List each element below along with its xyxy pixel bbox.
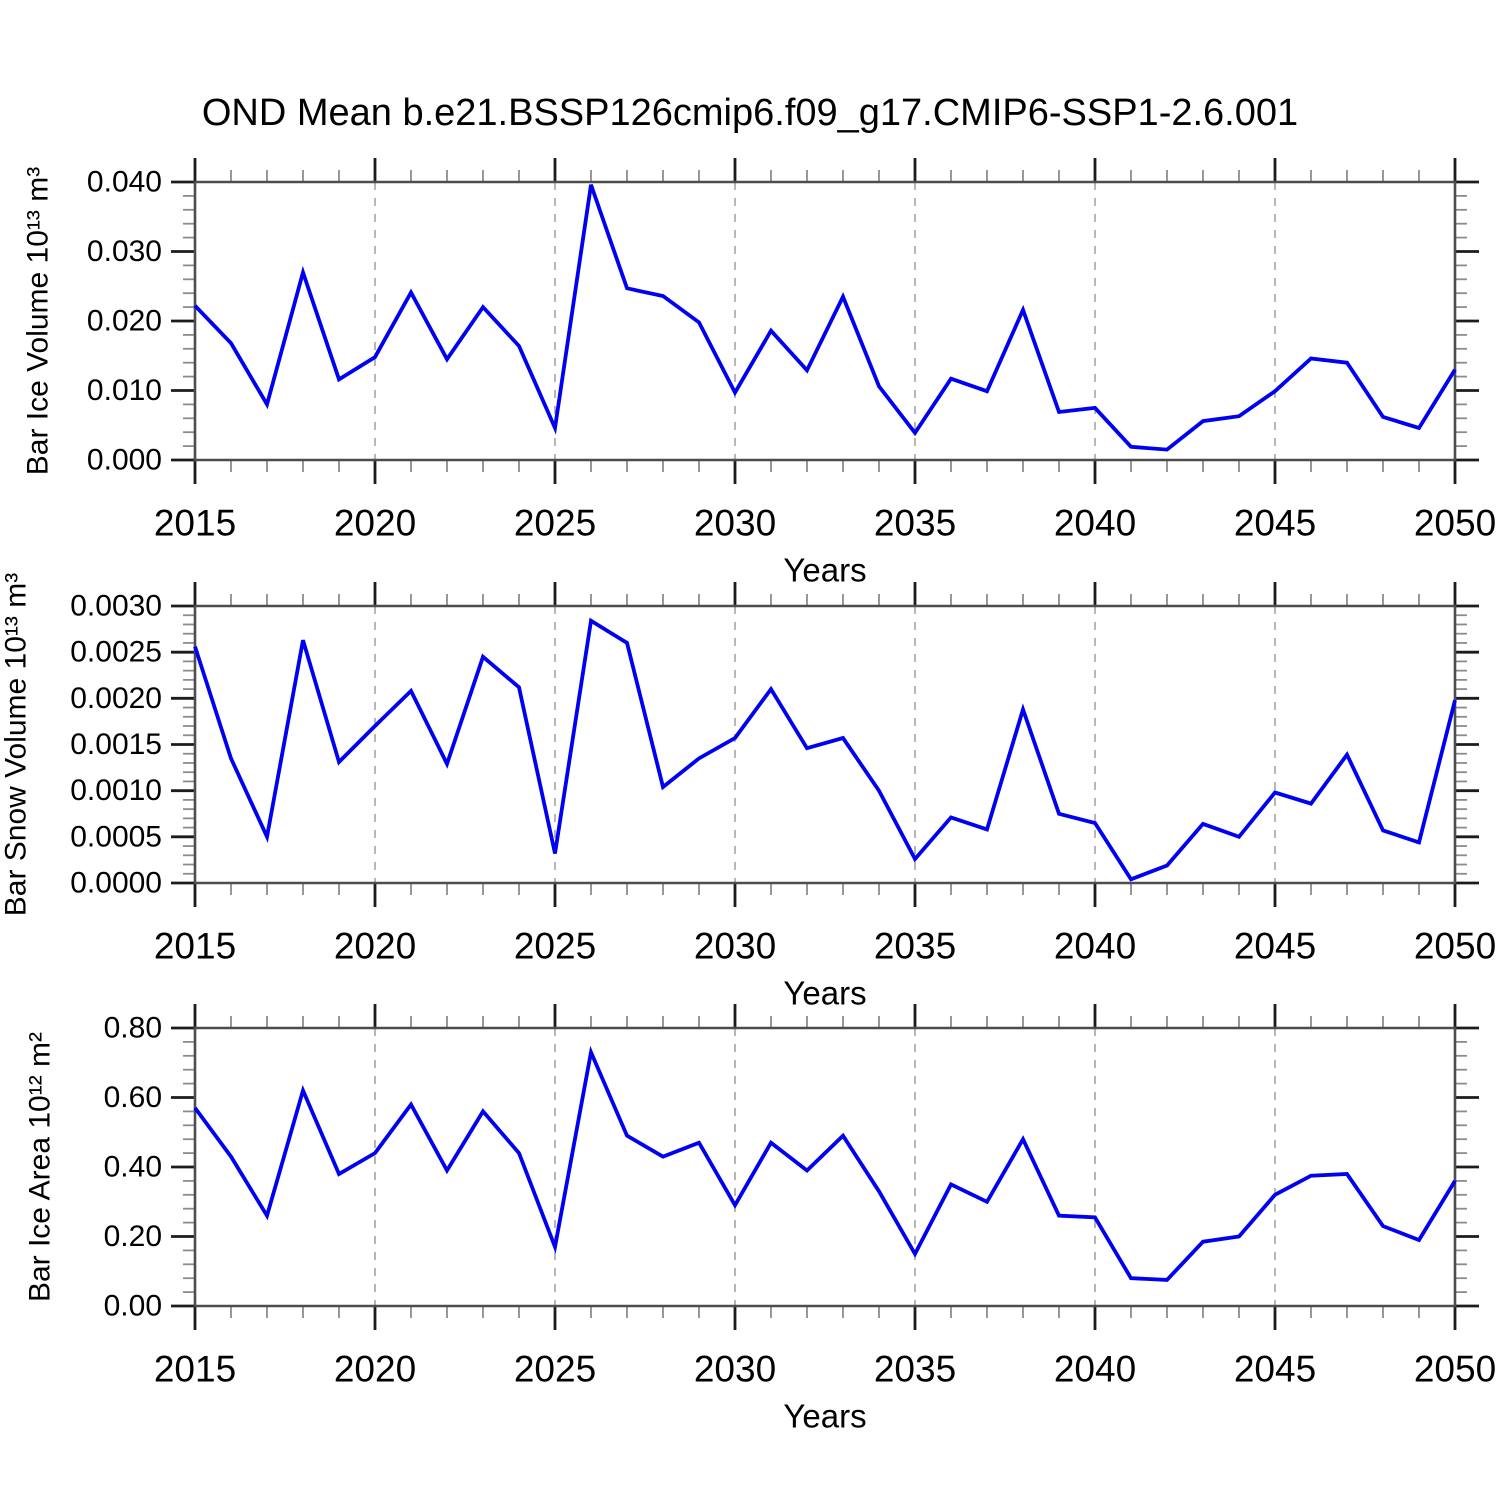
x-ticks	[193, 1004, 1457, 1330]
svg-text:2045: 2045	[1234, 503, 1316, 544]
series-line	[193, 184, 1457, 452]
svg-text:2030: 2030	[694, 926, 776, 967]
svg-text:2020: 2020	[334, 503, 416, 544]
svg-text:2035: 2035	[874, 503, 956, 544]
svg-text:2025: 2025	[514, 503, 596, 544]
svg-text:2025: 2025	[514, 926, 596, 967]
x-gridlines	[374, 606, 1276, 883]
svg-text:2015: 2015	[154, 1349, 236, 1390]
svg-text:2050: 2050	[1414, 1349, 1496, 1390]
svg-text:2050: 2050	[1414, 503, 1496, 544]
svg-text:2045: 2045	[1234, 1349, 1316, 1390]
y-axis-title: Bar Snow Volume 10¹³ m³	[0, 573, 33, 916]
svg-text:0.40: 0.40	[104, 1151, 162, 1184]
y-tick-labels: 0.000 0.010 0.020 0.030 0.040	[87, 166, 162, 477]
svg-text:2040: 2040	[1054, 503, 1136, 544]
x-ticks	[193, 582, 1457, 907]
svg-text:0.0015: 0.0015	[70, 728, 162, 761]
x-ticks	[193, 158, 1457, 484]
svg-text:2035: 2035	[874, 926, 956, 967]
svg-text:0.0030: 0.0030	[70, 590, 162, 623]
plot-frame	[193, 1026, 1457, 1308]
svg-text:2015: 2015	[154, 926, 236, 967]
svg-text:0.020: 0.020	[87, 305, 162, 338]
svg-text:0.0005: 0.0005	[70, 820, 162, 853]
svg-text:2030: 2030	[694, 503, 776, 544]
figure-title: OND Mean b.e21.BSSP126cmip6.f09_g17.CMIP…	[201, 92, 1299, 134]
y-axis-title: Bar Ice Area 10¹² m²	[24, 1032, 57, 1302]
x-axis-title: Years	[783, 552, 866, 589]
series-line	[193, 1045, 1457, 1282]
x-gridlines	[374, 182, 1276, 460]
svg-text:0.00: 0.00	[104, 1290, 162, 1323]
plot-frame	[193, 604, 1457, 885]
svg-text:2040: 2040	[1054, 926, 1136, 967]
svg-text:2035: 2035	[874, 1349, 956, 1390]
svg-text:2025: 2025	[514, 1349, 596, 1390]
y-ticks	[171, 1026, 1479, 1308]
x-axis-title: Years	[783, 1398, 866, 1435]
x-gridlines	[374, 1028, 1276, 1306]
y-ticks	[171, 604, 1479, 885]
panel-bar-ice-volume: 0.000 0.010 0.020 0.030 0.040 2015 2020 2025 203…	[22, 158, 1496, 589]
x-tick-labels: 2015 2020 2025 2030 2035 2040 2045 2050	[154, 503, 1496, 544]
svg-text:0.0000: 0.0000	[70, 867, 162, 900]
y-axis-title: Bar Ice Volume 10¹³ m³	[22, 167, 55, 475]
svg-text:0.0020: 0.0020	[70, 682, 162, 715]
y-ticks	[171, 180, 1479, 462]
svg-text:2050: 2050	[1414, 926, 1496, 967]
svg-text:2045: 2045	[1234, 926, 1316, 967]
svg-text:2020: 2020	[334, 1349, 416, 1390]
svg-text:0.040: 0.040	[87, 166, 162, 199]
series-line	[193, 617, 1457, 882]
svg-text:2040: 2040	[1054, 1349, 1136, 1390]
svg-text:0.20: 0.20	[104, 1220, 162, 1253]
y-tick-labels: 0.00 0.20 0.40 0.60 0.80	[104, 1012, 162, 1323]
x-tick-labels: 2015 2020 2025 2030 2035 2040 2045 2050	[154, 926, 1496, 967]
svg-text:0.000: 0.000	[87, 444, 162, 477]
svg-text:2015: 2015	[154, 503, 236, 544]
svg-text:0.80: 0.80	[104, 1012, 162, 1045]
x-axis-title: Years	[783, 975, 866, 1012]
svg-text:2030: 2030	[694, 1349, 776, 1390]
y-tick-labels: 0.0000 0.0005 0.0010 0.0015 0.0020 0.0025 0.00…	[70, 590, 162, 900]
plot-frame	[193, 180, 1457, 462]
panel-bar-ice-area: 0.00 0.20 0.40 0.60 0.80 2015 2020 2025 2030 2035…	[24, 1004, 1496, 1435]
svg-text:0.60: 0.60	[104, 1081, 162, 1114]
x-tick-labels: 2015 2020 2025 2030 2035 2040 2045 2050	[154, 1349, 1496, 1390]
svg-text:2020: 2020	[334, 926, 416, 967]
svg-text:0.030: 0.030	[87, 235, 162, 268]
svg-text:0.0025: 0.0025	[70, 636, 162, 669]
panel-bar-snow-volume: 0.0000 0.0005 0.0010 0.0015 0.0020 0.0025 0.00…	[0, 573, 1496, 1012]
svg-text:0.0010: 0.0010	[70, 774, 162, 807]
svg-text:0.010: 0.010	[87, 374, 162, 407]
